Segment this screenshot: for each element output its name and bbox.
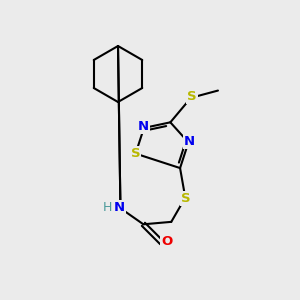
Text: S: S [182, 192, 191, 205]
Text: H: H [103, 201, 112, 214]
Text: N: N [114, 201, 125, 214]
Text: O: O [161, 235, 172, 248]
Text: N: N [137, 120, 148, 134]
Text: S: S [131, 147, 140, 160]
Text: N: N [184, 135, 195, 148]
Text: S: S [187, 90, 197, 103]
